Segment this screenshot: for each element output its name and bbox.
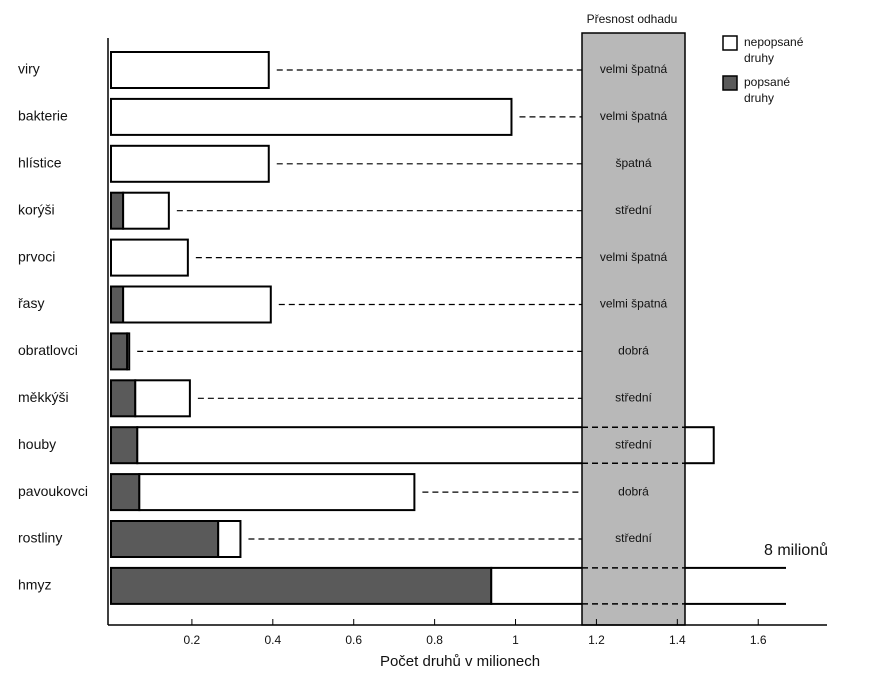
bar-segment [126,332,131,371]
bar-segment [122,191,170,230]
bar-segment [110,191,125,230]
category-label: houby [18,436,56,452]
legend-swatch [722,35,738,51]
bar-segment [110,285,125,324]
category-label: rostliny [18,530,62,546]
accuracy-label: velmi špatná [600,62,668,76]
accuracy-label: střední [615,531,652,545]
category-label: pavoukovci [18,483,88,499]
bar-segment [217,520,242,558]
annotation: 8 milionů [764,541,828,559]
accuracy-label: střední [615,437,652,451]
bar-segment [110,97,513,136]
x-tick-label: 0.4 [264,633,281,647]
accuracy-label: střední [615,390,652,404]
accuracy-label: dobrá [618,344,649,358]
accuracy-label: dobrá [618,484,649,498]
bar-segment [490,566,786,605]
x-tick-label: 0.2 [184,633,201,647]
x-axis-label: Počet druhů v milionech [380,653,540,670]
x-tick-label: 0.8 [426,633,443,647]
legend-swatch [722,75,738,91]
accuracy-label: velmi špatná [600,109,668,123]
category-label: řasy [18,295,44,311]
bar-segment [138,473,416,512]
x-tick-label: 0.6 [345,633,362,647]
accuracy-label: velmi špatná [600,250,668,264]
legend-label: nepopsané druhy [744,35,807,65]
bar-segment [110,566,493,605]
bar-segment [134,379,191,418]
bar-segment [110,144,270,183]
x-tick-label: 1.6 [750,633,767,647]
x-tick-label: 1.4 [669,633,686,647]
category-label: měkkýši [18,389,69,405]
accuracy-label: střední [615,203,652,217]
accuracy-label: špatná [615,156,651,170]
bar-segment [110,426,139,465]
bar-segment [110,520,220,558]
legend-label: popsané druhy [744,75,793,105]
x-tick-label: 1 [512,633,519,647]
bar-segment [110,51,270,89]
category-label: viry [18,61,40,77]
category-label: obratlovci [18,342,78,358]
category-label: prvoci [18,248,55,264]
category-label: korýši [18,201,55,217]
accuracy-column [581,32,686,626]
x-tick-label: 1.2 [588,633,605,647]
bar-segment [110,332,129,371]
bar-segment [110,379,137,418]
category-label: bakterie [18,108,68,124]
bar-segment [110,473,141,512]
category-label: hlístice [18,155,62,171]
accuracy-title: Přesnost odhadu [587,12,678,26]
bar-segment [110,238,189,277]
category-label: hmyz [18,577,51,593]
bar-segment [122,285,272,324]
accuracy-label: velmi špatná [600,297,668,311]
bars [110,51,786,605]
